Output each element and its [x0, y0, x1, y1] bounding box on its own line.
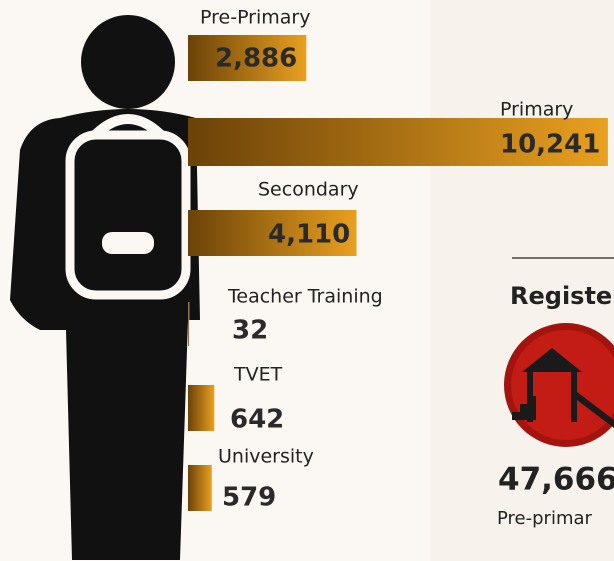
value-label: 32: [232, 316, 268, 346]
panel-title: Register: [510, 282, 614, 310]
value-label: 2,886: [215, 44, 297, 74]
value-label: 4,110: [268, 220, 350, 250]
category-label: University: [218, 446, 314, 468]
category-label: Primary: [500, 99, 573, 121]
bar: [188, 302, 189, 346]
page: {"chart_data": {"type": "bar", "categori…: [0, 0, 614, 561]
bar: [188, 385, 214, 431]
bar: [188, 465, 212, 511]
value-label: 10,241: [500, 130, 600, 160]
panel-value: 47,666: [498, 462, 614, 498]
category-label: Teacher Training: [227, 286, 383, 308]
infographic: Register 47,666 Pre-primar Pre-Primary 2,…: [0, 0, 614, 561]
category-label: Secondary: [258, 179, 359, 201]
panel-caption: Pre-primar: [497, 508, 593, 529]
category-label: TVET: [233, 364, 283, 386]
category-label: Pre-Primary: [200, 7, 310, 29]
value-label: 579: [222, 483, 276, 513]
value-label: 642: [230, 405, 284, 435]
